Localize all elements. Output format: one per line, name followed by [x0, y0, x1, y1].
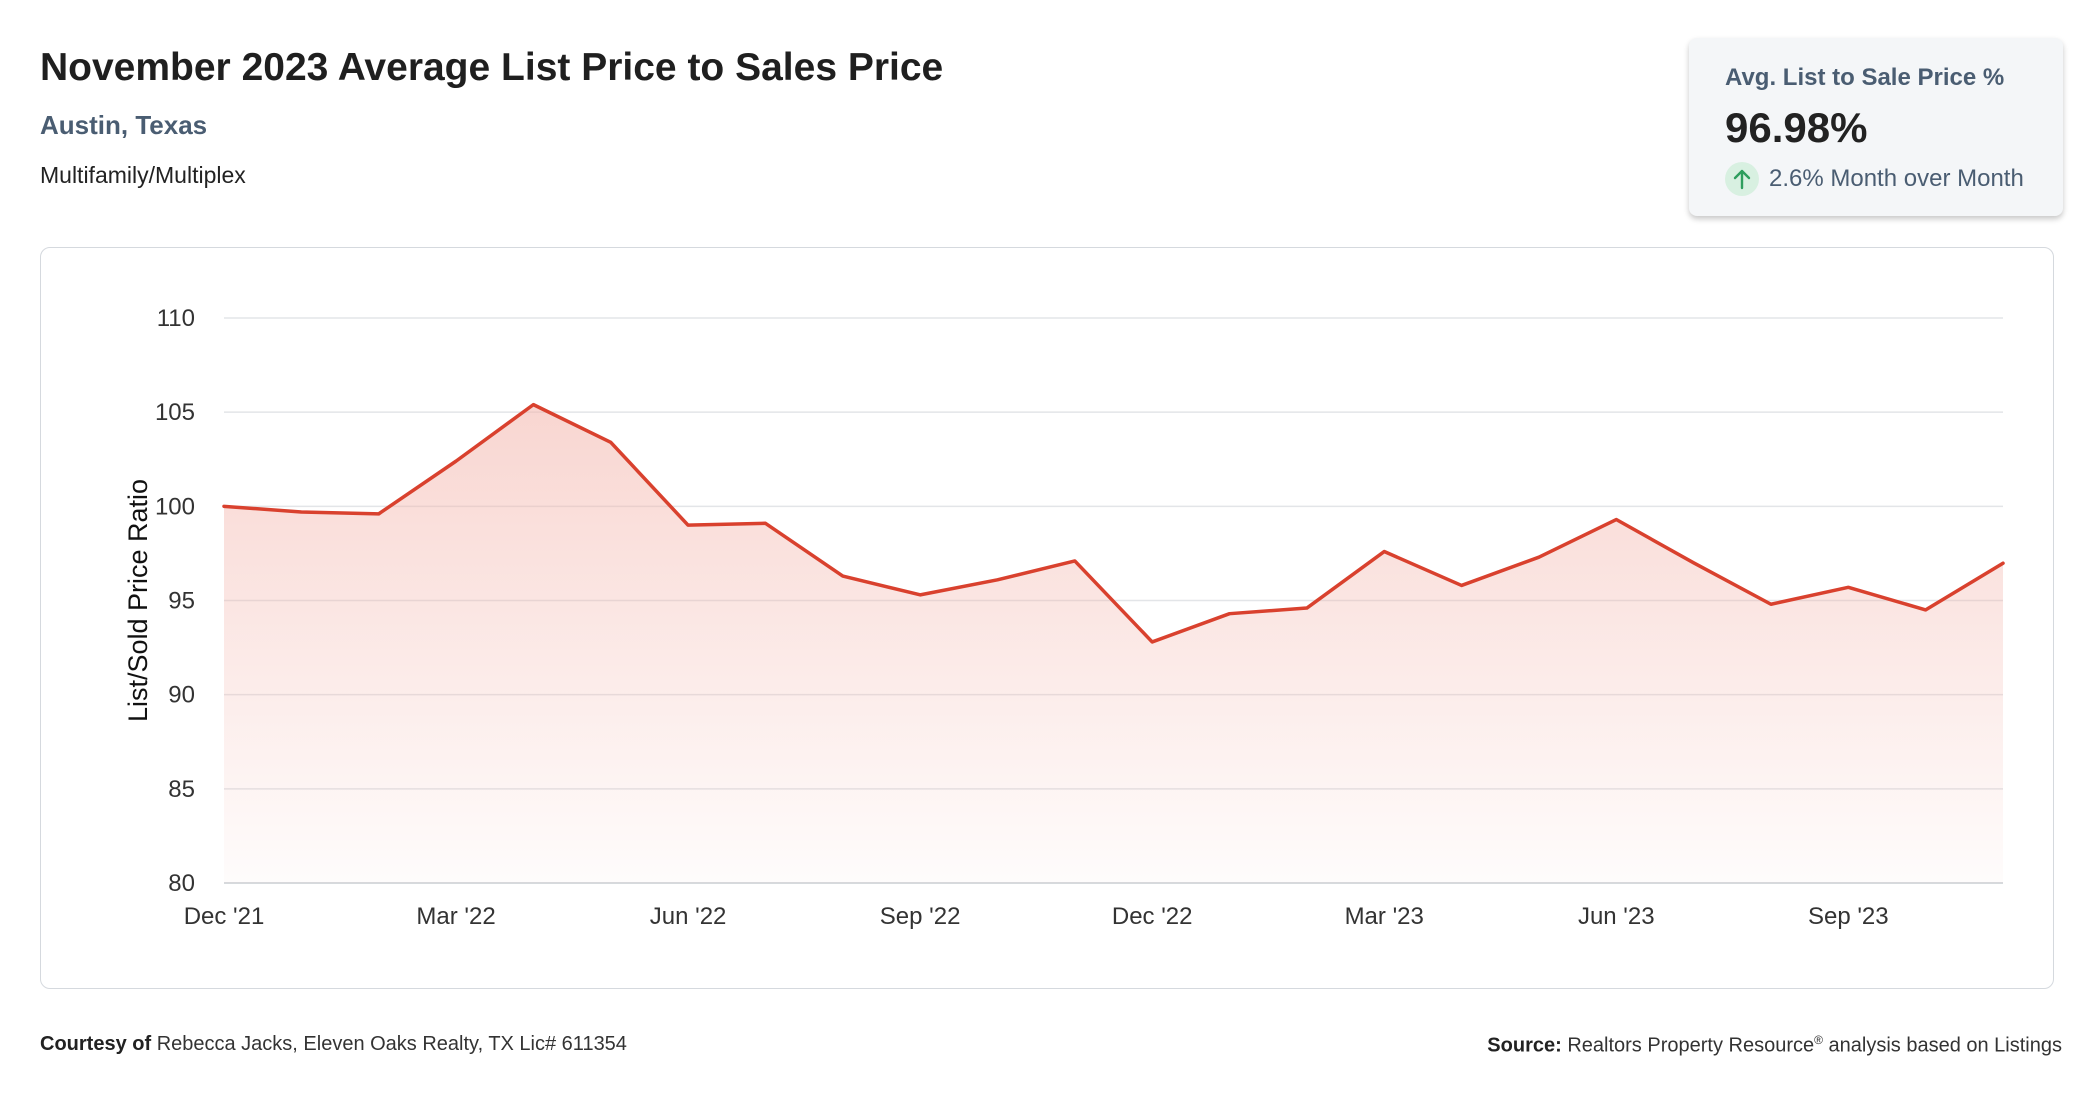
data-point — [917, 592, 923, 598]
y-tick-label: 85 — [168, 776, 195, 803]
x-tick-label: Jun '23 — [1578, 903, 1655, 930]
data-point — [994, 577, 1000, 583]
y-tick-label: 95 — [168, 588, 195, 615]
source-label: Source: — [1487, 1034, 1562, 1057]
category-label: Multifamily/Multiplex — [40, 162, 246, 188]
data-point — [1613, 517, 1619, 523]
x-tick-label: Mar '22 — [416, 903, 495, 930]
data-point — [530, 402, 536, 408]
line-area-chart: 80 85 90 95 100 105 110 Dec '21 Mar '22 Jun '22 Se… — [123, 305, 2006, 930]
series-area — [224, 404, 2003, 883]
x-tick-label: Mar '23 — [1345, 903, 1424, 930]
data-point — [376, 511, 382, 517]
kpi-value: 96.98% — [1725, 104, 1868, 151]
data-point — [685, 522, 691, 528]
data-point — [1072, 558, 1078, 564]
courtesy-label: Courtesy of — [40, 1033, 152, 1055]
kpi-card: Avg. List to Sale Price % 96.98% 2.6% Mo… — [1689, 38, 2063, 216]
kpi-change: 2.6% Month over Month — [1725, 162, 2024, 196]
data-point — [762, 520, 768, 526]
series-line — [222, 402, 2005, 644]
registered-mark: ® — [1814, 1033, 1823, 1047]
data-point — [298, 509, 304, 515]
data-point — [608, 439, 614, 445]
data-point — [840, 573, 846, 579]
data-point — [1381, 549, 1387, 555]
location-label: Austin, Texas — [40, 110, 208, 140]
data-point — [221, 503, 227, 509]
x-tick-label: Sep '23 — [1808, 903, 1889, 930]
footer-source: Source: Realtors Property Resource® anal… — [1487, 1033, 2062, 1058]
y-tick-label: 100 — [155, 493, 195, 520]
y-tick-label: 105 — [155, 399, 195, 426]
data-point — [1768, 601, 1774, 607]
data-point — [1459, 582, 1465, 588]
data-point — [1536, 554, 1542, 560]
data-point — [1149, 639, 1155, 645]
x-tick-label: Dec '21 — [184, 903, 265, 930]
x-tick-label: Jun '22 — [650, 903, 727, 930]
courtesy-text: Rebecca Jacks, Eleven Oaks Realty, TX Li… — [156, 1033, 627, 1055]
data-point — [1304, 605, 1310, 611]
y-tick-label: 80 — [168, 870, 195, 897]
data-point — [1227, 611, 1233, 617]
data-point — [2000, 560, 2006, 566]
x-tick-label: Dec '22 — [1112, 903, 1193, 930]
source-suffix: analysis based on Listings — [1828, 1034, 2062, 1057]
data-point — [1691, 560, 1697, 566]
kpi-change-text: 2.6% Month over Month — [1769, 165, 2024, 192]
kpi-label: Avg. List to Sale Price % — [1725, 64, 2005, 91]
data-point — [1923, 607, 1929, 613]
source-text: Realtors Property Resource — [1567, 1034, 1815, 1057]
x-tick-label: Sep '22 — [880, 903, 961, 930]
y-tick-label: 110 — [157, 305, 195, 332]
chart-title: November 2023 Average List Price to Sale… — [40, 46, 944, 89]
arrow-up-icon — [1725, 162, 1759, 196]
data-point — [1845, 584, 1851, 590]
chart-panel: 80 85 90 95 100 105 110 Dec '21 Mar '22 Jun '22 Se… — [40, 247, 2054, 989]
footer-courtesy: Courtesy of Rebecca Jacks, Eleven Oaks R… — [40, 1033, 627, 1056]
y-axis-title: List/Sold Price Ratio — [123, 479, 153, 722]
data-point — [453, 458, 459, 464]
y-tick-label: 90 — [168, 682, 195, 709]
